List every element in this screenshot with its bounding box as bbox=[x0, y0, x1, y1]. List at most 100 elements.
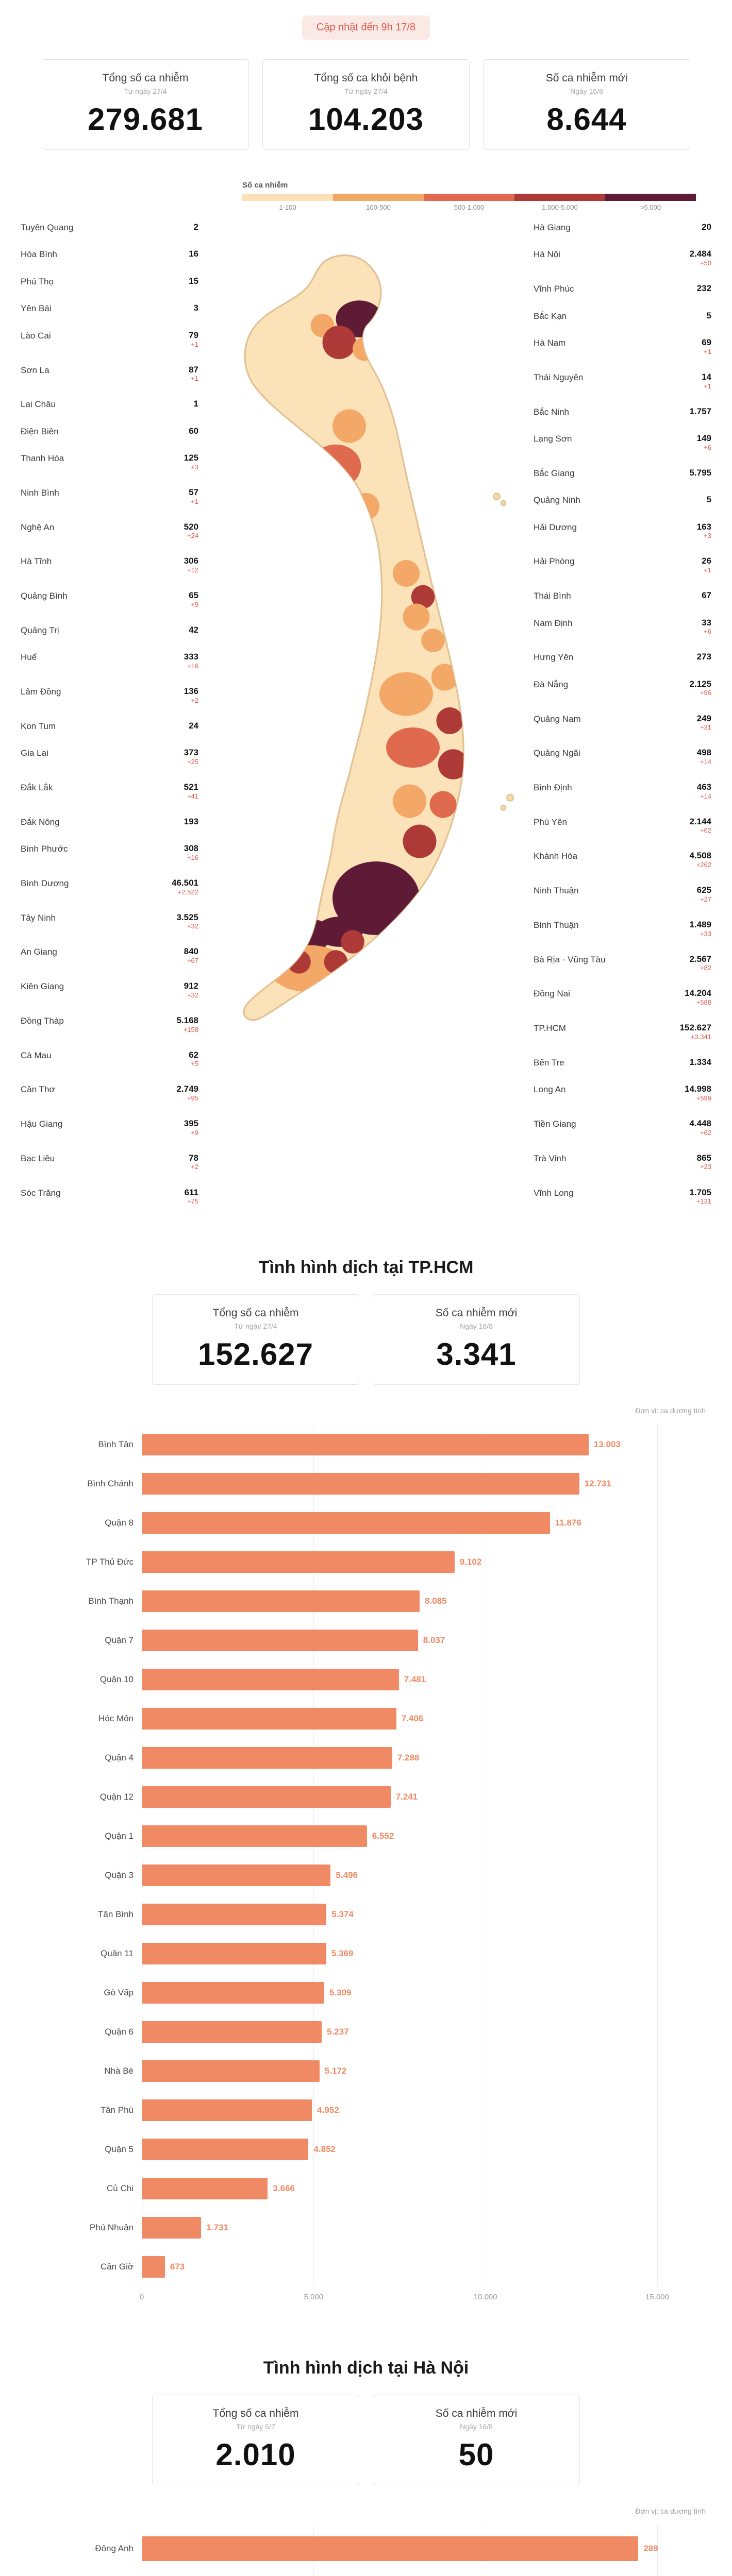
stat-box: Số ca nhiễm mới Ngày 16/8 3.341 bbox=[373, 1294, 580, 1385]
province-total: 1.705 bbox=[689, 1187, 711, 1197]
province-name: Hà Nam bbox=[534, 338, 566, 348]
chart-row: Quận 8 11.876 bbox=[23, 1503, 709, 1543]
chart-row: Củ Chi 3.666 bbox=[23, 2169, 709, 2208]
chart-row: Quận 6 5.237 bbox=[23, 2012, 709, 2052]
province-total: 308 bbox=[184, 843, 198, 854]
province-row: Bắc Ninh 1.757 bbox=[534, 406, 711, 417]
province-row: Bình Thuận 1.489 +33 bbox=[534, 920, 711, 938]
legend-range-label: 1-100 bbox=[279, 204, 296, 211]
chart-bar-zone: 673 bbox=[142, 2256, 657, 2278]
province-total: 611 bbox=[184, 1187, 198, 1197]
province-value-block: 2.144 +62 bbox=[689, 817, 711, 835]
province-value-block: 1.489 +33 bbox=[689, 920, 711, 938]
province-name: Hòa Bình bbox=[21, 249, 57, 260]
chart-row: Bình Chánh 12.731 bbox=[23, 1464, 709, 1503]
province-row: Lào Cai 79 +1 bbox=[21, 330, 198, 348]
province-name: Lạng Sơn bbox=[534, 434, 572, 444]
stat-box: Số ca nhiễm mới Ngày 16/8 50 bbox=[373, 2395, 580, 2485]
chart-bar bbox=[142, 2217, 202, 2239]
province-row: Hải Phòng 26 +1 bbox=[534, 556, 711, 574]
stat-box: Tổng số ca nhiễm Từ ngày 27/4 152.627 bbox=[152, 1294, 359, 1385]
chart-bar-value: 4.952 bbox=[317, 2105, 339, 2115]
province-new-cases: +32 bbox=[187, 922, 198, 930]
stat-value: 3.341 bbox=[436, 1337, 517, 1371]
axis-tick-label: 5.000 bbox=[304, 2293, 324, 2301]
province-value-block: 14.998 +599 bbox=[685, 1084, 711, 1102]
stat-sublabel: Ngày 16/8 bbox=[460, 1322, 493, 1330]
province-name: Quảng Ngãi bbox=[534, 748, 580, 758]
province-value-block: 2.749 +95 bbox=[176, 1084, 198, 1102]
chart-bar-label: Quận 7 bbox=[105, 1635, 134, 1645]
province-total: 57 bbox=[189, 487, 198, 497]
chart-bar-label: Hóc Môn bbox=[98, 1714, 134, 1723]
province-total: 2.125 bbox=[689, 679, 711, 689]
axis-tick-label: 15.000 bbox=[645, 2293, 669, 2301]
province-value-block: 2.567 +82 bbox=[689, 954, 711, 972]
province-value-block: 125 +3 bbox=[184, 453, 198, 471]
province-total: 14.998 bbox=[685, 1084, 711, 1094]
province-list-left: Tuyên Quang 2 Hòa Bình 16 Phú Thọ 15 Yên Bái 3 L… bbox=[21, 219, 198, 1209]
chart-bar-zone: 4.952 bbox=[142, 2099, 657, 2121]
province-name: Đắk Lắk bbox=[21, 782, 53, 792]
province-name: Hậu Giang bbox=[21, 1119, 63, 1129]
chart-row: Tân Phú 4.952 bbox=[23, 2091, 709, 2130]
province-new-cases: +96 bbox=[700, 689, 711, 697]
chart-bar bbox=[142, 1825, 367, 1847]
legend-swatch bbox=[514, 194, 605, 201]
chart-bar-value: 3.666 bbox=[273, 2183, 295, 2193]
province-value-block: 1.705 +131 bbox=[689, 1188, 711, 1206]
chart-bar-zone: 7.406 bbox=[142, 1708, 657, 1730]
province-new-cases: +12 bbox=[187, 566, 198, 574]
province-total: 65 bbox=[189, 590, 198, 601]
province-row: Hà Giang 20 bbox=[534, 222, 711, 233]
province-total: 62 bbox=[189, 1049, 198, 1060]
province-total: 60 bbox=[189, 426, 198, 436]
province-total: 1.489 bbox=[689, 919, 711, 929]
chart-bar-value: 9.102 bbox=[459, 1557, 482, 1567]
province-total: 2.749 bbox=[176, 1084, 198, 1094]
chart-bar-label: TP Thủ Đức bbox=[86, 1557, 134, 1567]
chart-bar-zone: 9.102 bbox=[142, 1551, 657, 1573]
province-row: Trà Vinh 865 +23 bbox=[534, 1153, 711, 1171]
province-value-block: 26 +1 bbox=[702, 556, 711, 574]
province-row: Điện Biên 60 bbox=[21, 426, 198, 437]
province-name: Sóc Trăng bbox=[21, 1188, 61, 1198]
province-total: 69 bbox=[702, 337, 711, 348]
chart-bar-value: 11.876 bbox=[555, 1518, 581, 1528]
province-new-cases: +24 bbox=[187, 532, 198, 540]
hanoi-bar-chart: Đơn vị: ca dương tính Đông Anh 289 Thanh Tr… bbox=[23, 2507, 709, 2576]
province-value-block: 4.448 +62 bbox=[689, 1118, 711, 1137]
province-total: 136 bbox=[184, 686, 198, 697]
chart-bar bbox=[142, 2099, 312, 2121]
province-total: 125 bbox=[184, 453, 198, 463]
chart-row: Quận 4 7.288 bbox=[23, 1738, 709, 1777]
province-value-block: 152.627 +3.341 bbox=[680, 1023, 711, 1041]
province-new-cases: +6 bbox=[704, 443, 711, 451]
province-new-cases: +1 bbox=[704, 347, 711, 355]
chart-row: Thanh Trì233 bbox=[23, 2572, 709, 2576]
chart-bar-value: 7.481 bbox=[404, 1674, 426, 1684]
province-new-cases: +50 bbox=[700, 259, 711, 267]
chart-bar-zone: 8.085 bbox=[142, 1590, 657, 1612]
province-name: Nghệ An bbox=[21, 522, 55, 532]
province-name: Đà Nẵng bbox=[534, 679, 569, 689]
province-value-block: 149 +6 bbox=[697, 433, 711, 451]
stat-sublabel: Từ ngày 5/7 bbox=[236, 2422, 275, 2431]
legend-segment: 1-100 bbox=[242, 194, 333, 211]
legend-segment: >5.000 bbox=[605, 194, 696, 211]
hanoi-stats-row: Tổng số ca nhiễm Từ ngày 5/7 2.010 Số ca nh… bbox=[0, 2395, 732, 2485]
province-row: Long An 14.998 +599 bbox=[534, 1084, 711, 1102]
chart-row: Phú Nhuận 1.731 bbox=[23, 2208, 709, 2247]
province-value-block: 87 +1 bbox=[189, 365, 198, 383]
province-name: Đồng Nai bbox=[534, 989, 570, 999]
chart-bar-value: 5.496 bbox=[336, 1870, 358, 1880]
province-value-block: 60 bbox=[189, 426, 198, 436]
province-new-cases: +1 bbox=[704, 566, 711, 574]
province-row: Nam Định 33 +6 bbox=[534, 618, 711, 636]
chart-bar-label: Quận 6 bbox=[105, 2027, 134, 2037]
chart-bar-value: 5.374 bbox=[331, 1909, 354, 1919]
province-value-block: 1.757 bbox=[689, 406, 711, 417]
province-row: Hải Dương 163 +3 bbox=[534, 522, 711, 540]
stat-sublabel: Từ ngày 27/4 bbox=[344, 87, 388, 95]
